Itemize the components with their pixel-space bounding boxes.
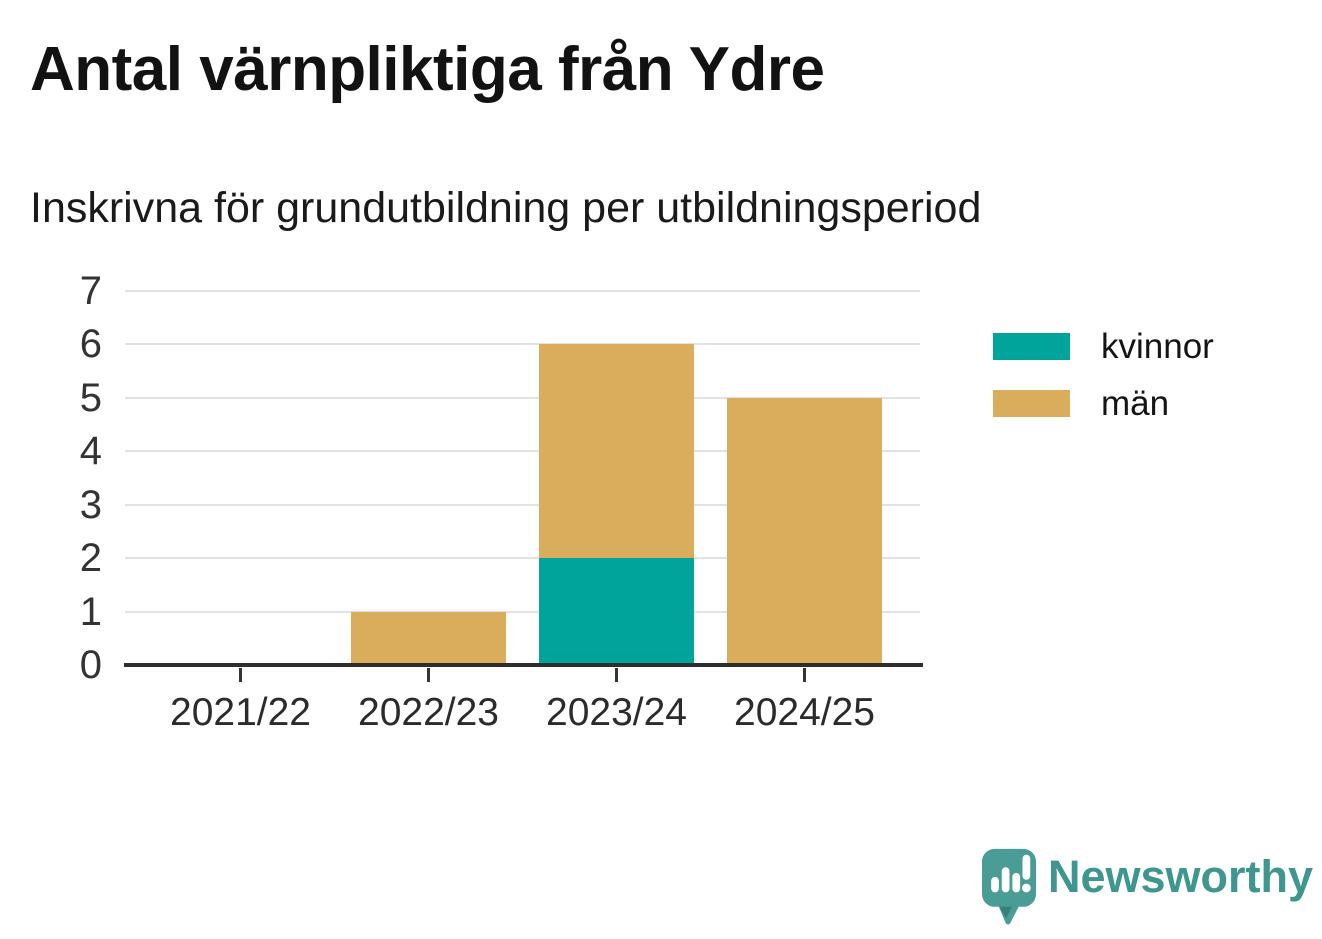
logo-exclamation-dot <box>1022 883 1031 893</box>
gridline-y-2 <box>125 557 920 560</box>
legend-swatch-män <box>993 390 1070 417</box>
bar-segment-män-2022/23 <box>351 611 506 665</box>
x-tick-label-2022/23: 2022/23 <box>358 691 499 734</box>
gridline-y-6 <box>125 343 920 346</box>
y-tick-label-6: 6 <box>79 322 102 367</box>
gridline-y-3 <box>125 503 920 506</box>
y-tick-label-7: 7 <box>79 269 102 313</box>
legend-label-kvinnor: kvinnor <box>1101 327 1214 366</box>
chart-title: Antal värnpliktiga från Ydre <box>30 35 825 104</box>
gridline-y-7 <box>125 290 920 292</box>
bar-segment-män-2024/25 <box>727 397 882 665</box>
gridline-y-4 <box>125 450 920 453</box>
legend-label-män: män <box>1101 384 1170 423</box>
y-tick-label-5: 5 <box>79 375 102 420</box>
x-axis-line <box>124 663 923 667</box>
bubble-tail-shadow <box>999 906 1012 919</box>
logo-exclamation-bar <box>1022 854 1031 880</box>
newsworthy-logo-text: Newsworthy <box>1048 851 1314 902</box>
logo-bar-2 <box>1001 867 1010 893</box>
x-tick-2023/24 <box>615 668 618 682</box>
legend-item-kvinnor: kvinnor <box>993 329 1214 364</box>
bar-segment-kvinnor-2023/24 <box>539 558 694 665</box>
legend-swatch-kvinnor <box>993 333 1070 360</box>
y-tick-label-1: 1 <box>79 589 102 634</box>
x-tick-label-2024/25: 2024/25 <box>734 691 875 734</box>
x-tick-label-2023/24: 2023/24 <box>546 691 687 734</box>
x-tick-2024/25 <box>803 668 806 682</box>
y-tick-label-0: 0 <box>79 643 102 687</box>
newsworthy-logo-icon <box>982 848 1036 925</box>
y-tick-label-4: 4 <box>79 429 102 474</box>
gridline-y-5 <box>125 396 920 399</box>
y-tick-label-3: 3 <box>79 482 102 527</box>
logo-bar-3 <box>1012 873 1021 893</box>
legend-item-män: män <box>993 386 1214 421</box>
x-tick-2022/23 <box>427 668 430 682</box>
logo-bar-1 <box>991 876 999 893</box>
gridline-y-1 <box>125 610 920 613</box>
plot-area <box>124 290 923 682</box>
bar-segment-män-2023/24 <box>539 344 694 559</box>
y-tick-label-2: 2 <box>79 536 102 581</box>
chart-subtitle: Inskrivna för grundutbildning per utbild… <box>30 184 982 232</box>
legend: kvinnor män <box>993 329 1214 447</box>
x-tick-label-2021/22: 2021/22 <box>170 691 311 734</box>
x-tick-2021/22 <box>239 668 242 682</box>
